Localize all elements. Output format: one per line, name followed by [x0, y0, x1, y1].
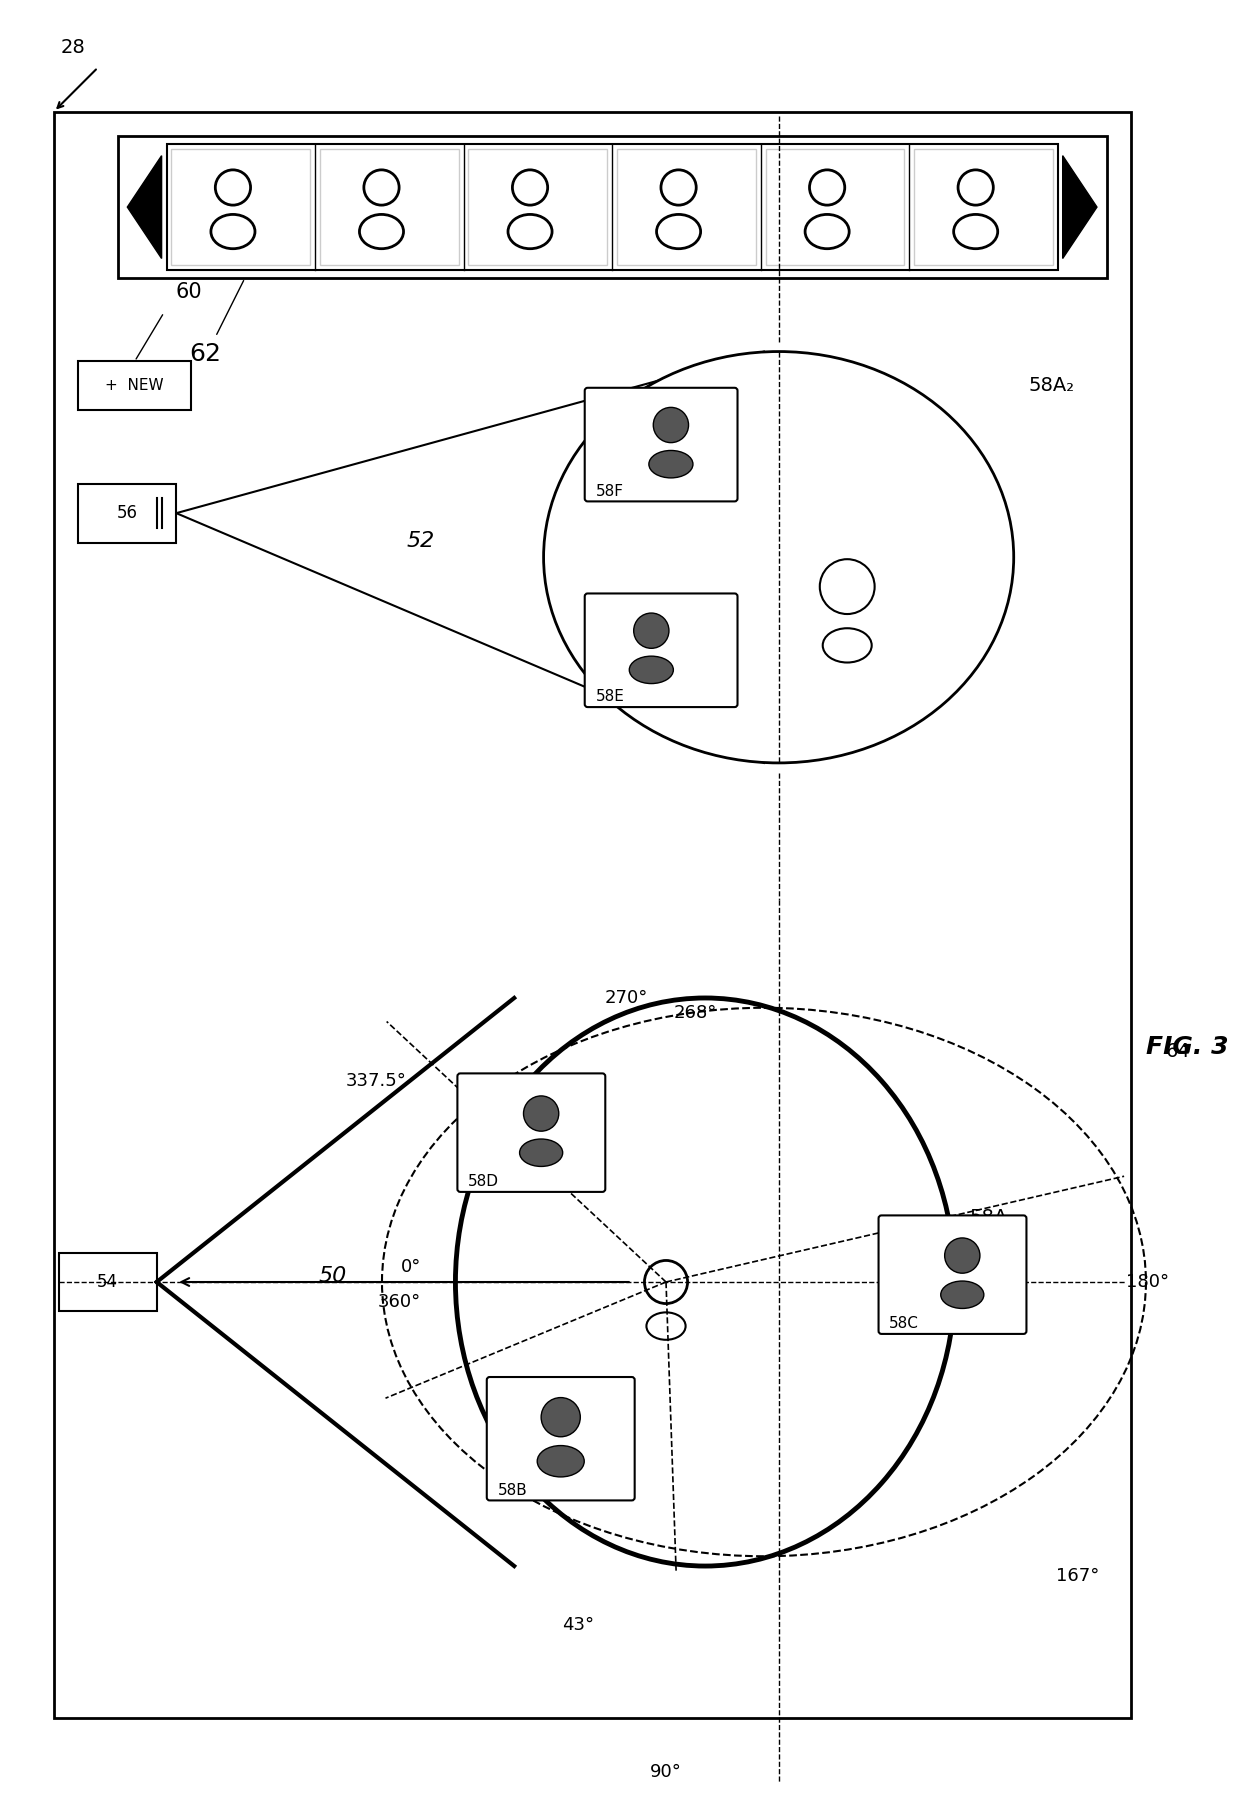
Text: 270°: 270° — [605, 990, 649, 1006]
Text: 62: 62 — [190, 343, 222, 366]
Text: 167°: 167° — [1055, 1567, 1099, 1585]
Circle shape — [653, 407, 688, 442]
FancyBboxPatch shape — [879, 1215, 1027, 1334]
Text: 360°: 360° — [378, 1293, 422, 1311]
FancyBboxPatch shape — [78, 483, 176, 543]
Text: 43°: 43° — [562, 1615, 594, 1634]
Circle shape — [541, 1397, 580, 1437]
Circle shape — [945, 1239, 980, 1273]
FancyBboxPatch shape — [585, 388, 738, 501]
Polygon shape — [128, 155, 161, 258]
Circle shape — [523, 1096, 559, 1130]
FancyBboxPatch shape — [487, 1377, 635, 1500]
Text: 58D: 58D — [469, 1174, 500, 1190]
Text: 50: 50 — [319, 1266, 347, 1286]
Ellipse shape — [543, 352, 1014, 763]
Text: +  NEW: + NEW — [105, 379, 164, 393]
Text: 0°: 0° — [401, 1258, 422, 1277]
Text: 54: 54 — [97, 1273, 118, 1291]
Text: 64: 64 — [1166, 1042, 1190, 1060]
Text: 58F: 58F — [595, 483, 624, 499]
Bar — [118, 135, 1107, 278]
Text: 58A₁: 58A₁ — [970, 1208, 1016, 1228]
FancyBboxPatch shape — [58, 1253, 156, 1311]
Text: 90°: 90° — [650, 1763, 682, 1781]
Text: 58B: 58B — [497, 1482, 527, 1498]
Bar — [166, 144, 1058, 270]
Text: 60: 60 — [175, 281, 202, 301]
Circle shape — [634, 613, 668, 649]
Text: 58A₂: 58A₂ — [1028, 375, 1075, 395]
Text: 58C: 58C — [889, 1316, 919, 1331]
Text: FIG. 3: FIG. 3 — [1146, 1035, 1229, 1058]
Text: 58E: 58E — [595, 689, 625, 705]
Text: 52: 52 — [407, 532, 435, 552]
Text: 337.5°: 337.5° — [346, 1073, 407, 1091]
Text: 56: 56 — [117, 505, 138, 523]
Ellipse shape — [520, 1139, 563, 1167]
FancyBboxPatch shape — [78, 361, 191, 411]
Ellipse shape — [649, 451, 693, 478]
Ellipse shape — [941, 1280, 983, 1309]
Ellipse shape — [629, 656, 673, 683]
FancyBboxPatch shape — [585, 593, 738, 707]
Polygon shape — [1063, 155, 1097, 258]
Text: 180°: 180° — [1126, 1273, 1169, 1291]
Bar — [53, 112, 1131, 1718]
FancyBboxPatch shape — [458, 1073, 605, 1192]
Ellipse shape — [537, 1446, 584, 1477]
Text: 28: 28 — [61, 38, 86, 58]
Text: 268°: 268° — [673, 1004, 717, 1022]
